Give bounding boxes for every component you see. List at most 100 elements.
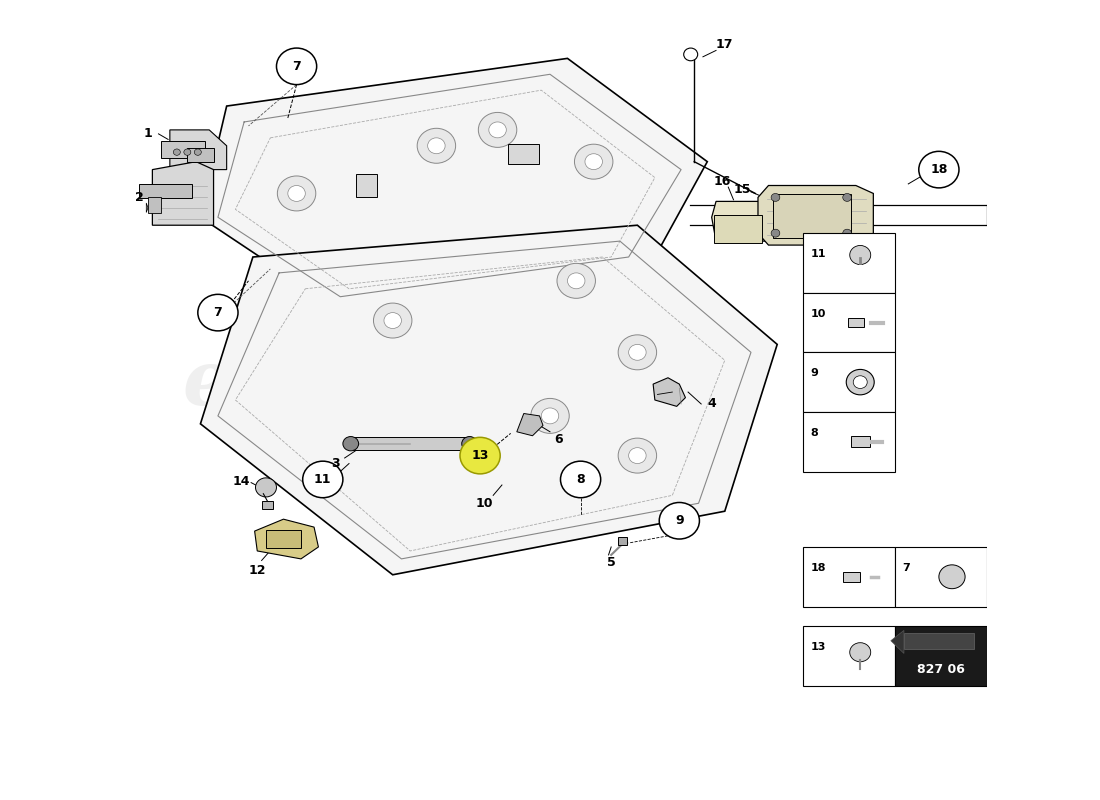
Circle shape [846,370,874,395]
Text: 5: 5 [607,556,616,570]
Circle shape [561,461,601,498]
Polygon shape [169,130,227,170]
Bar [803,547,895,606]
Circle shape [849,642,871,662]
Text: 11: 11 [314,473,331,486]
Text: 1: 1 [144,127,153,140]
Polygon shape [891,630,904,654]
Bar [161,141,205,158]
Circle shape [557,263,595,298]
Text: 9: 9 [675,514,683,527]
Bar [803,412,895,471]
Polygon shape [153,162,213,226]
Bar [895,547,987,606]
Circle shape [541,408,559,424]
Text: 13: 13 [811,642,826,652]
Polygon shape [653,378,685,406]
Circle shape [618,335,657,370]
Circle shape [288,186,306,202]
Circle shape [843,229,851,237]
Circle shape [629,344,646,360]
Circle shape [428,138,446,154]
Circle shape [684,48,697,61]
Text: 7: 7 [902,563,910,573]
Circle shape [843,194,851,202]
Polygon shape [200,58,707,305]
Bar [895,626,987,686]
Text: 6: 6 [554,434,563,446]
Text: 15: 15 [734,183,751,196]
Circle shape [629,448,646,463]
Circle shape [460,438,500,474]
Text: 7: 7 [213,306,222,319]
Polygon shape [712,202,778,241]
Bar [714,215,762,243]
Polygon shape [148,197,161,214]
Bar [355,174,377,198]
Circle shape [618,438,657,473]
Circle shape [276,48,317,85]
Circle shape [478,113,517,147]
Text: 17: 17 [716,38,734,50]
Text: 2: 2 [135,191,144,204]
Bar [353,438,468,450]
Circle shape [531,398,569,434]
Circle shape [771,194,780,202]
Text: 8: 8 [811,428,818,438]
Text: 13: 13 [472,449,488,462]
Circle shape [277,176,316,211]
Bar [850,436,870,447]
Circle shape [585,154,603,170]
Text: 11: 11 [811,249,826,259]
Polygon shape [254,519,318,559]
Circle shape [198,294,238,331]
Bar [803,352,895,412]
Circle shape [488,122,506,138]
Text: 9: 9 [811,368,818,378]
Bar [843,571,860,582]
Circle shape [918,151,959,188]
Text: 16: 16 [714,175,730,188]
Text: 827 06: 827 06 [917,663,965,676]
Circle shape [384,313,402,329]
Circle shape [771,229,780,237]
Bar [803,293,895,352]
Bar [848,318,864,327]
Circle shape [849,246,871,265]
Bar [263,501,273,509]
Bar [140,184,191,198]
Circle shape [568,273,585,289]
Text: 7: 7 [293,60,301,73]
Text: 4: 4 [707,398,716,410]
Text: 14: 14 [233,474,251,487]
Circle shape [854,376,867,389]
Circle shape [659,502,700,539]
Circle shape [255,478,276,497]
Circle shape [939,565,965,589]
Text: 8: 8 [576,473,585,486]
Text: 18: 18 [811,563,826,573]
Text: 12: 12 [249,564,266,578]
Circle shape [174,149,180,155]
Bar [187,148,213,162]
Text: a passion for
Lamborghini: a passion for Lamborghini [339,461,499,546]
Polygon shape [146,203,148,213]
Text: 3: 3 [331,457,340,470]
Polygon shape [758,186,873,245]
Bar [803,233,895,293]
Text: 18: 18 [931,163,947,176]
Bar [508,144,539,164]
Bar [773,194,851,238]
Text: 10: 10 [475,497,493,510]
Text: 10: 10 [811,309,826,318]
Circle shape [462,437,477,451]
Polygon shape [517,414,543,436]
Bar [266,530,301,548]
Bar [803,626,895,686]
Circle shape [574,144,613,179]
Bar [618,538,627,546]
Circle shape [417,128,455,163]
Circle shape [374,303,411,338]
Polygon shape [904,633,974,649]
Text: eurospares: eurospares [183,347,656,421]
